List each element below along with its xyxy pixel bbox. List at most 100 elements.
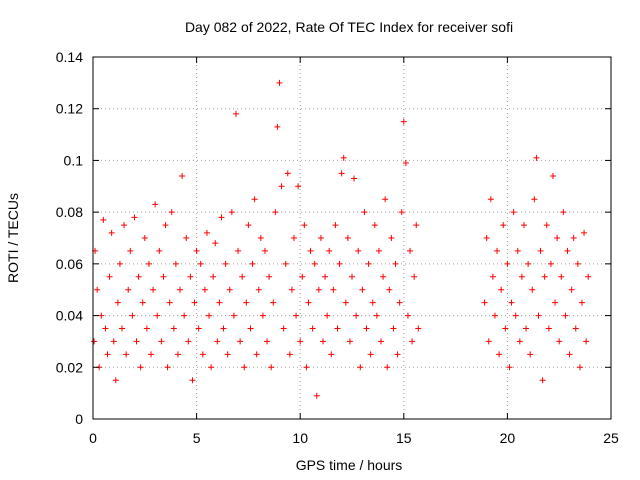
data-point bbox=[189, 377, 196, 384]
data-point bbox=[369, 299, 376, 306]
data-point bbox=[334, 325, 341, 332]
data-point bbox=[388, 235, 395, 241]
data-point bbox=[498, 286, 505, 293]
data-point bbox=[514, 247, 521, 254]
data-point bbox=[572, 325, 579, 332]
data-point bbox=[371, 222, 378, 229]
data-point bbox=[585, 273, 592, 280]
data-point bbox=[108, 229, 115, 236]
data-point bbox=[566, 351, 573, 358]
data-point bbox=[284, 170, 291, 177]
data-point bbox=[560, 209, 567, 216]
data-point bbox=[158, 338, 165, 345]
data-point bbox=[491, 312, 498, 319]
data-point bbox=[288, 286, 295, 293]
data-point bbox=[293, 312, 300, 319]
data-point bbox=[359, 286, 366, 293]
data-point bbox=[570, 235, 577, 241]
data-point bbox=[278, 183, 285, 190]
data-point bbox=[150, 286, 157, 293]
data-point bbox=[272, 209, 279, 216]
data-point bbox=[529, 286, 536, 293]
data-point bbox=[384, 364, 391, 371]
data-point bbox=[485, 338, 492, 345]
data-point bbox=[496, 351, 503, 358]
data-point bbox=[317, 235, 324, 241]
data-point bbox=[243, 299, 250, 306]
data-point bbox=[539, 377, 546, 384]
data-point bbox=[197, 260, 204, 267]
data-point bbox=[380, 273, 387, 280]
data-point bbox=[564, 247, 571, 254]
data-point bbox=[148, 351, 155, 358]
data-point bbox=[578, 299, 585, 306]
data-point bbox=[247, 325, 254, 332]
data-point bbox=[156, 247, 163, 254]
data-point bbox=[549, 172, 556, 179]
data-point bbox=[568, 286, 575, 293]
data-point bbox=[143, 325, 150, 332]
data-point bbox=[319, 338, 326, 345]
data-point bbox=[141, 235, 148, 241]
y-tick-label: 0.04 bbox=[56, 308, 83, 324]
data-point bbox=[541, 273, 548, 280]
data-point bbox=[303, 364, 310, 371]
data-point bbox=[525, 260, 532, 267]
data-point bbox=[181, 312, 188, 319]
x-axis-tick-labels: 0 5 10 15 20 25 bbox=[89, 430, 619, 446]
data-point bbox=[533, 154, 540, 161]
data-point bbox=[172, 260, 179, 267]
data-point bbox=[315, 286, 322, 293]
data-point bbox=[116, 260, 123, 267]
data-point bbox=[365, 260, 372, 267]
data-point bbox=[510, 209, 517, 216]
data-point bbox=[512, 312, 519, 319]
data-point bbox=[133, 338, 140, 345]
data-points bbox=[91, 79, 592, 399]
data-point bbox=[305, 299, 312, 306]
data-point bbox=[386, 286, 393, 293]
y-tick-label: 0.08 bbox=[56, 204, 83, 220]
data-point bbox=[520, 222, 527, 229]
x-tick-label: 15 bbox=[396, 430, 412, 446]
data-point bbox=[502, 325, 509, 332]
data-point bbox=[324, 312, 331, 319]
data-point bbox=[290, 235, 297, 241]
data-point bbox=[357, 364, 364, 371]
data-point bbox=[125, 286, 132, 293]
data-point bbox=[411, 273, 418, 280]
data-point bbox=[556, 338, 563, 345]
data-point bbox=[349, 273, 355, 280]
data-point bbox=[535, 312, 542, 319]
data-point bbox=[307, 247, 314, 254]
data-point bbox=[313, 392, 320, 399]
data-point bbox=[162, 222, 169, 229]
data-point bbox=[145, 260, 152, 267]
data-point bbox=[576, 364, 583, 371]
data-point bbox=[361, 209, 368, 216]
data-point bbox=[245, 222, 252, 229]
data-point bbox=[404, 312, 411, 319]
data-point bbox=[574, 260, 581, 267]
data-point bbox=[123, 351, 130, 358]
data-point bbox=[106, 273, 113, 280]
data-point bbox=[409, 338, 416, 345]
y-axis-title: ROTI / TECUs bbox=[5, 193, 21, 283]
y-tick-label: 0.14 bbox=[56, 49, 83, 65]
data-point bbox=[164, 364, 171, 371]
data-point bbox=[523, 325, 530, 332]
data-point bbox=[506, 364, 513, 371]
data-point bbox=[168, 209, 175, 216]
data-point bbox=[413, 222, 420, 229]
data-point bbox=[174, 351, 181, 358]
data-point bbox=[206, 312, 213, 319]
x-tick-label: 10 bbox=[292, 430, 308, 446]
data-point bbox=[129, 312, 136, 319]
data-point bbox=[309, 325, 316, 332]
data-point bbox=[216, 299, 223, 306]
data-point bbox=[91, 338, 98, 345]
data-point bbox=[274, 123, 281, 130]
data-point bbox=[268, 364, 275, 371]
data-point bbox=[232, 110, 239, 117]
